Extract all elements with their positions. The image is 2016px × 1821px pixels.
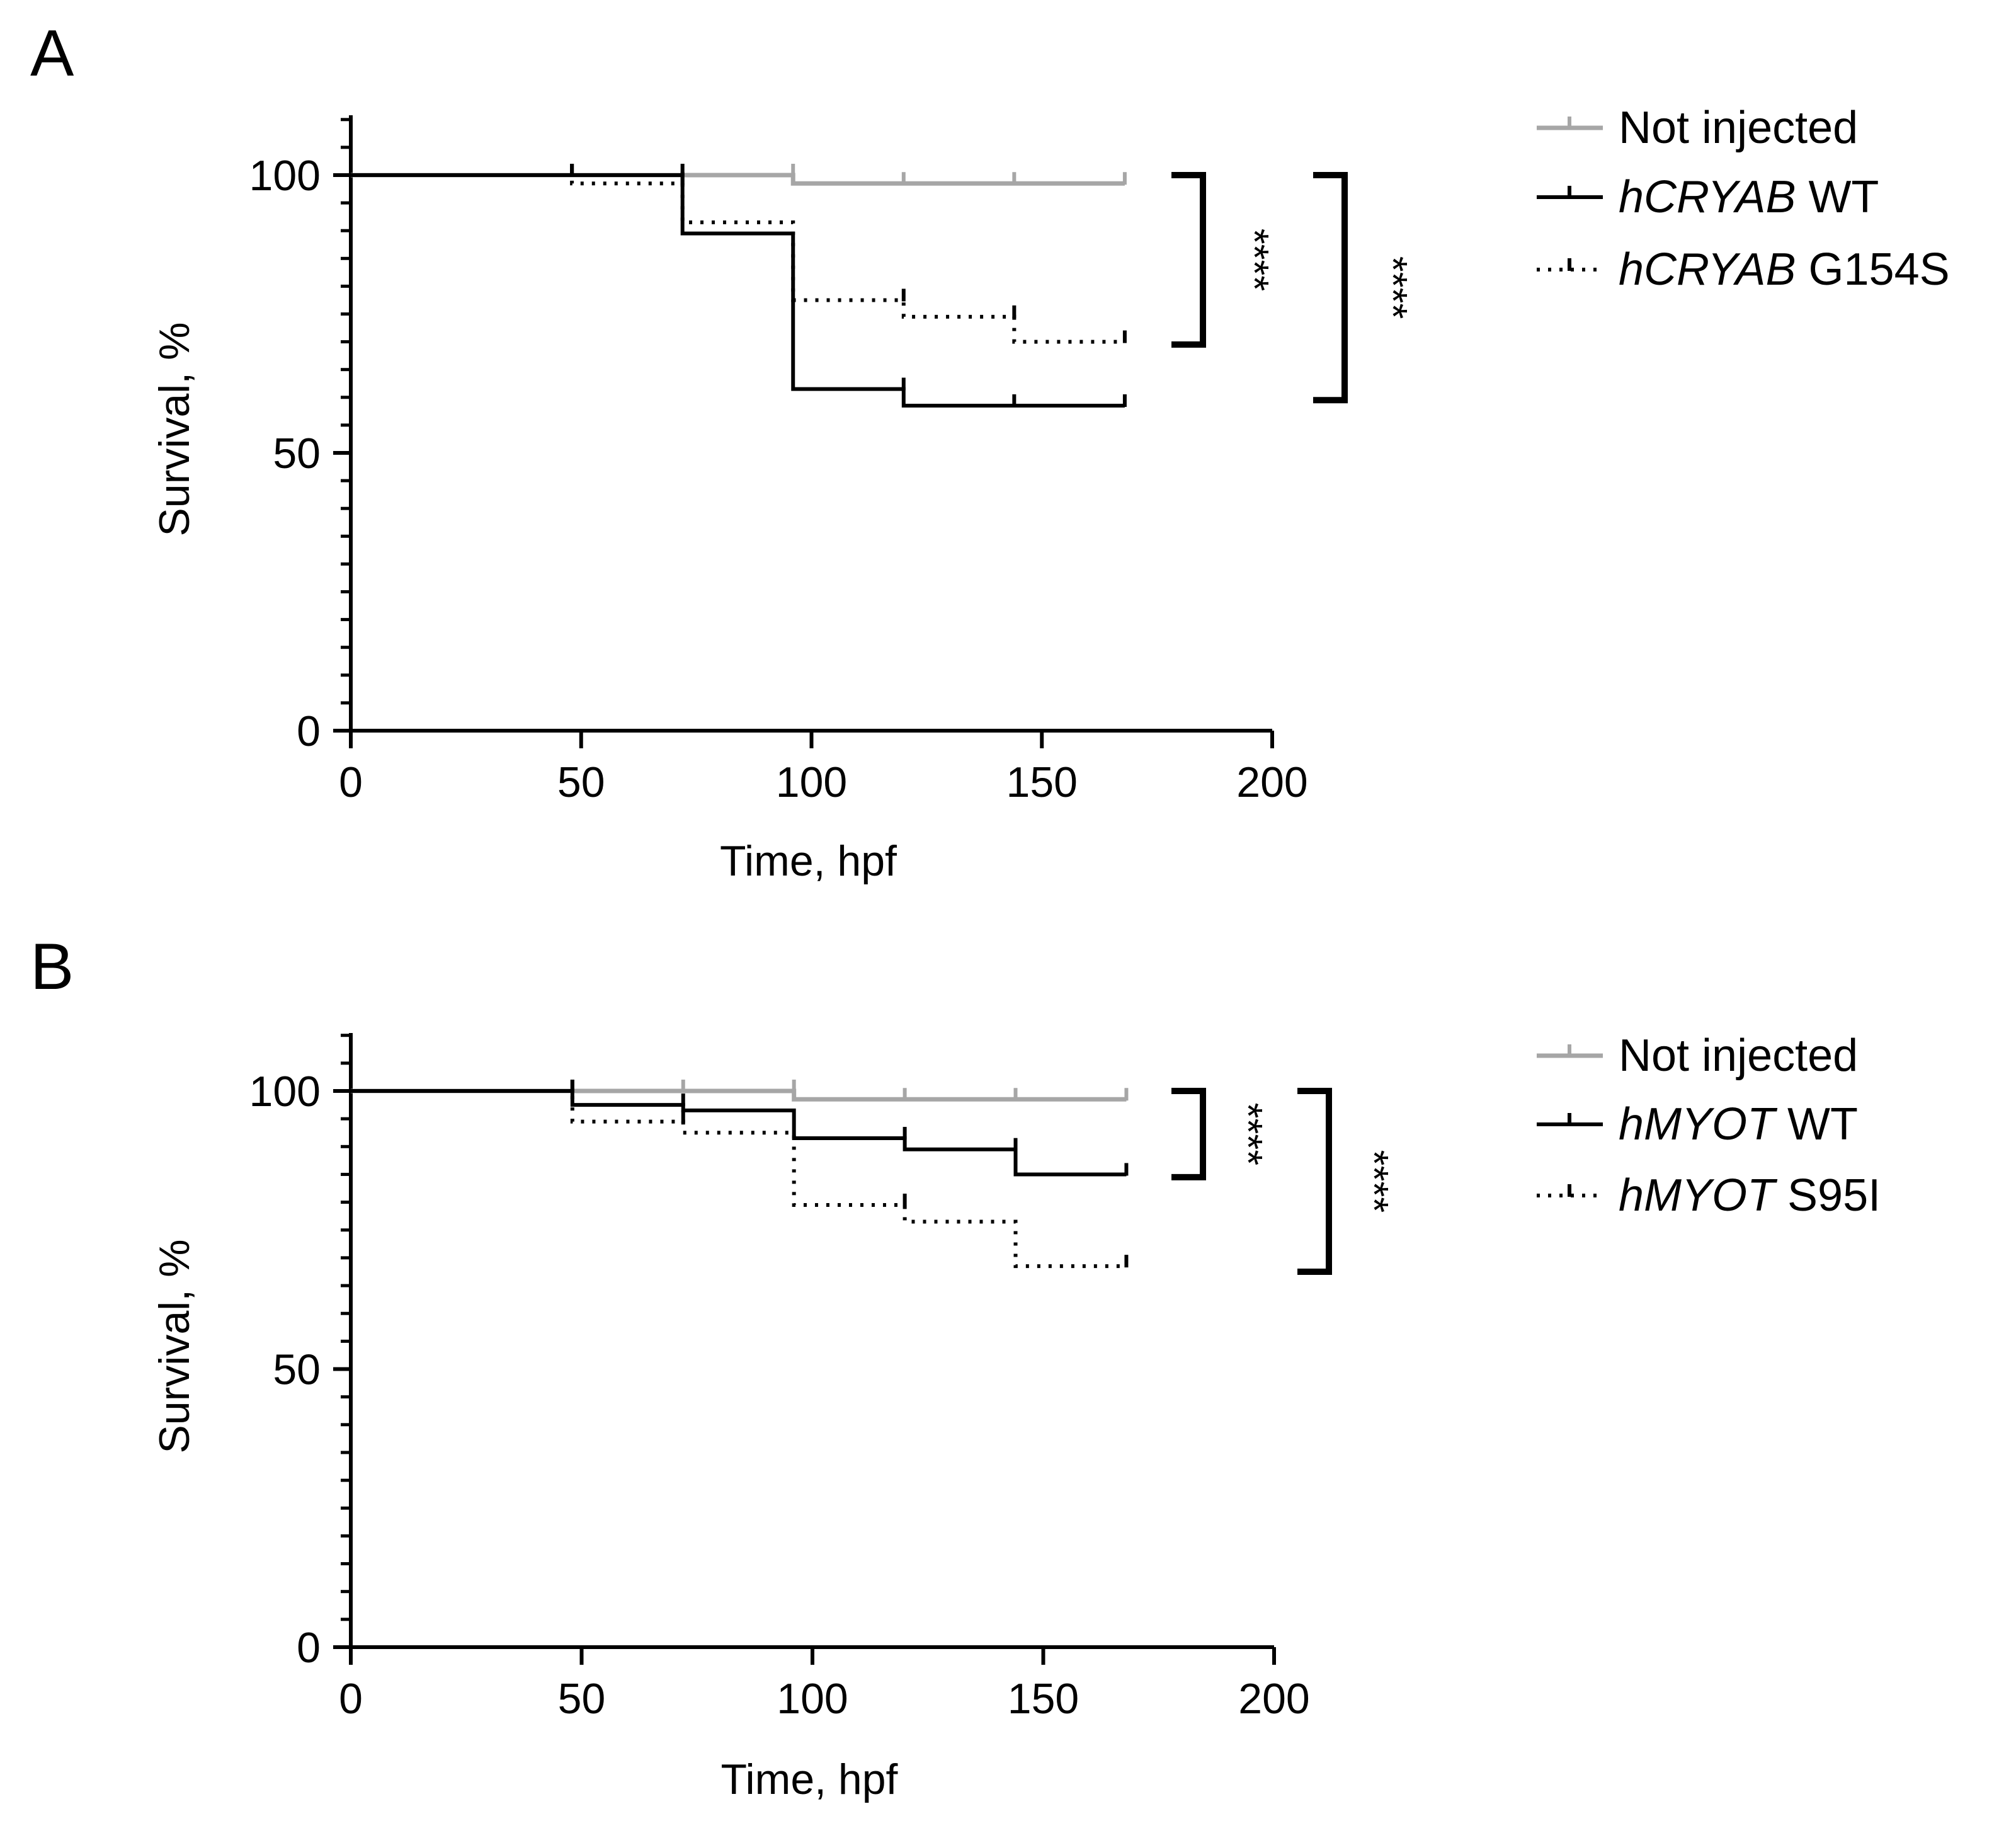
legend-label-wt: hMYOT WT <box>1619 1099 1858 1150</box>
significance-label: **** <box>1352 1150 1397 1213</box>
x-tick-label: 200 <box>1236 758 1307 806</box>
x-tick-label: 100 <box>776 758 847 806</box>
y-tick-label: 50 <box>273 430 321 477</box>
survival-curve-wt <box>351 1089 1127 1177</box>
legend-gene-name: hMYOT <box>1619 1099 1778 1150</box>
legend-variant-name: G154S <box>1796 244 1949 295</box>
legend-variant-name: S95I <box>1775 1170 1881 1221</box>
panel-letter: A <box>30 17 74 90</box>
y-tick-label: 0 <box>297 707 321 755</box>
panel-a: A 0 50 100 0 50 100 150 200 Time, hpf Survival, % N… <box>30 17 1950 885</box>
x-axis-label: Time, hpf <box>720 837 897 885</box>
legend-gene-name: hCRYAB <box>1619 172 1796 222</box>
legend-label-mutant: hCRYAB G154S <box>1619 244 1950 295</box>
legend-label-not_injected: Not injected <box>1619 1030 1858 1081</box>
panel-b: B 0 50 100 0 50 100 150 200 Time, hpf Survival, % N… <box>30 930 1881 1803</box>
x-tick-label: 50 <box>557 758 605 806</box>
x-axis-label: Time, hpf <box>721 1755 898 1803</box>
significance-bracket <box>1171 1088 1206 1180</box>
legend-gene-name: hCRYAB <box>1619 244 1796 295</box>
legend-variant-name: Not injected <box>1619 1030 1858 1081</box>
legend-variant-name: WT <box>1775 1099 1858 1150</box>
x-tick-label: 0 <box>339 1675 363 1723</box>
y-axis-label: Survival, % <box>151 1239 198 1453</box>
significance-label: **** <box>1232 229 1277 292</box>
y-tick-label: 100 <box>249 152 321 200</box>
y-axis-label: Survival, % <box>151 322 198 536</box>
y-tick-label: 50 <box>273 1346 321 1394</box>
legend-variant-name: Not injected <box>1619 103 1858 153</box>
significance-bracket <box>1297 1088 1332 1275</box>
legend-gene-name: hMYOT <box>1619 1170 1778 1221</box>
x-tick-label: 0 <box>339 758 363 806</box>
significance-bracket <box>1171 172 1206 348</box>
x-tick-label: 50 <box>558 1675 606 1723</box>
significance-label: **** <box>1370 256 1416 319</box>
legend-label-wt: hCRYAB WT <box>1619 172 1879 222</box>
y-tick-label: 100 <box>249 1068 321 1116</box>
legend-label-not_injected: Not injected <box>1619 103 1858 153</box>
x-tick-label: 200 <box>1238 1675 1309 1723</box>
survival-curve-mutant <box>351 173 1125 344</box>
x-tick-label: 150 <box>1008 1675 1079 1723</box>
significance-bracket <box>1313 172 1348 404</box>
x-tick-label: 150 <box>1006 758 1078 806</box>
x-tick-label: 100 <box>777 1675 848 1723</box>
legend-label-mutant: hMYOT S95I <box>1619 1170 1881 1221</box>
y-tick-label: 0 <box>297 1624 321 1672</box>
legend-variant-name: WT <box>1796 172 1879 222</box>
significance-label: **** <box>1226 1103 1271 1166</box>
panel-letter: B <box>30 930 74 1003</box>
